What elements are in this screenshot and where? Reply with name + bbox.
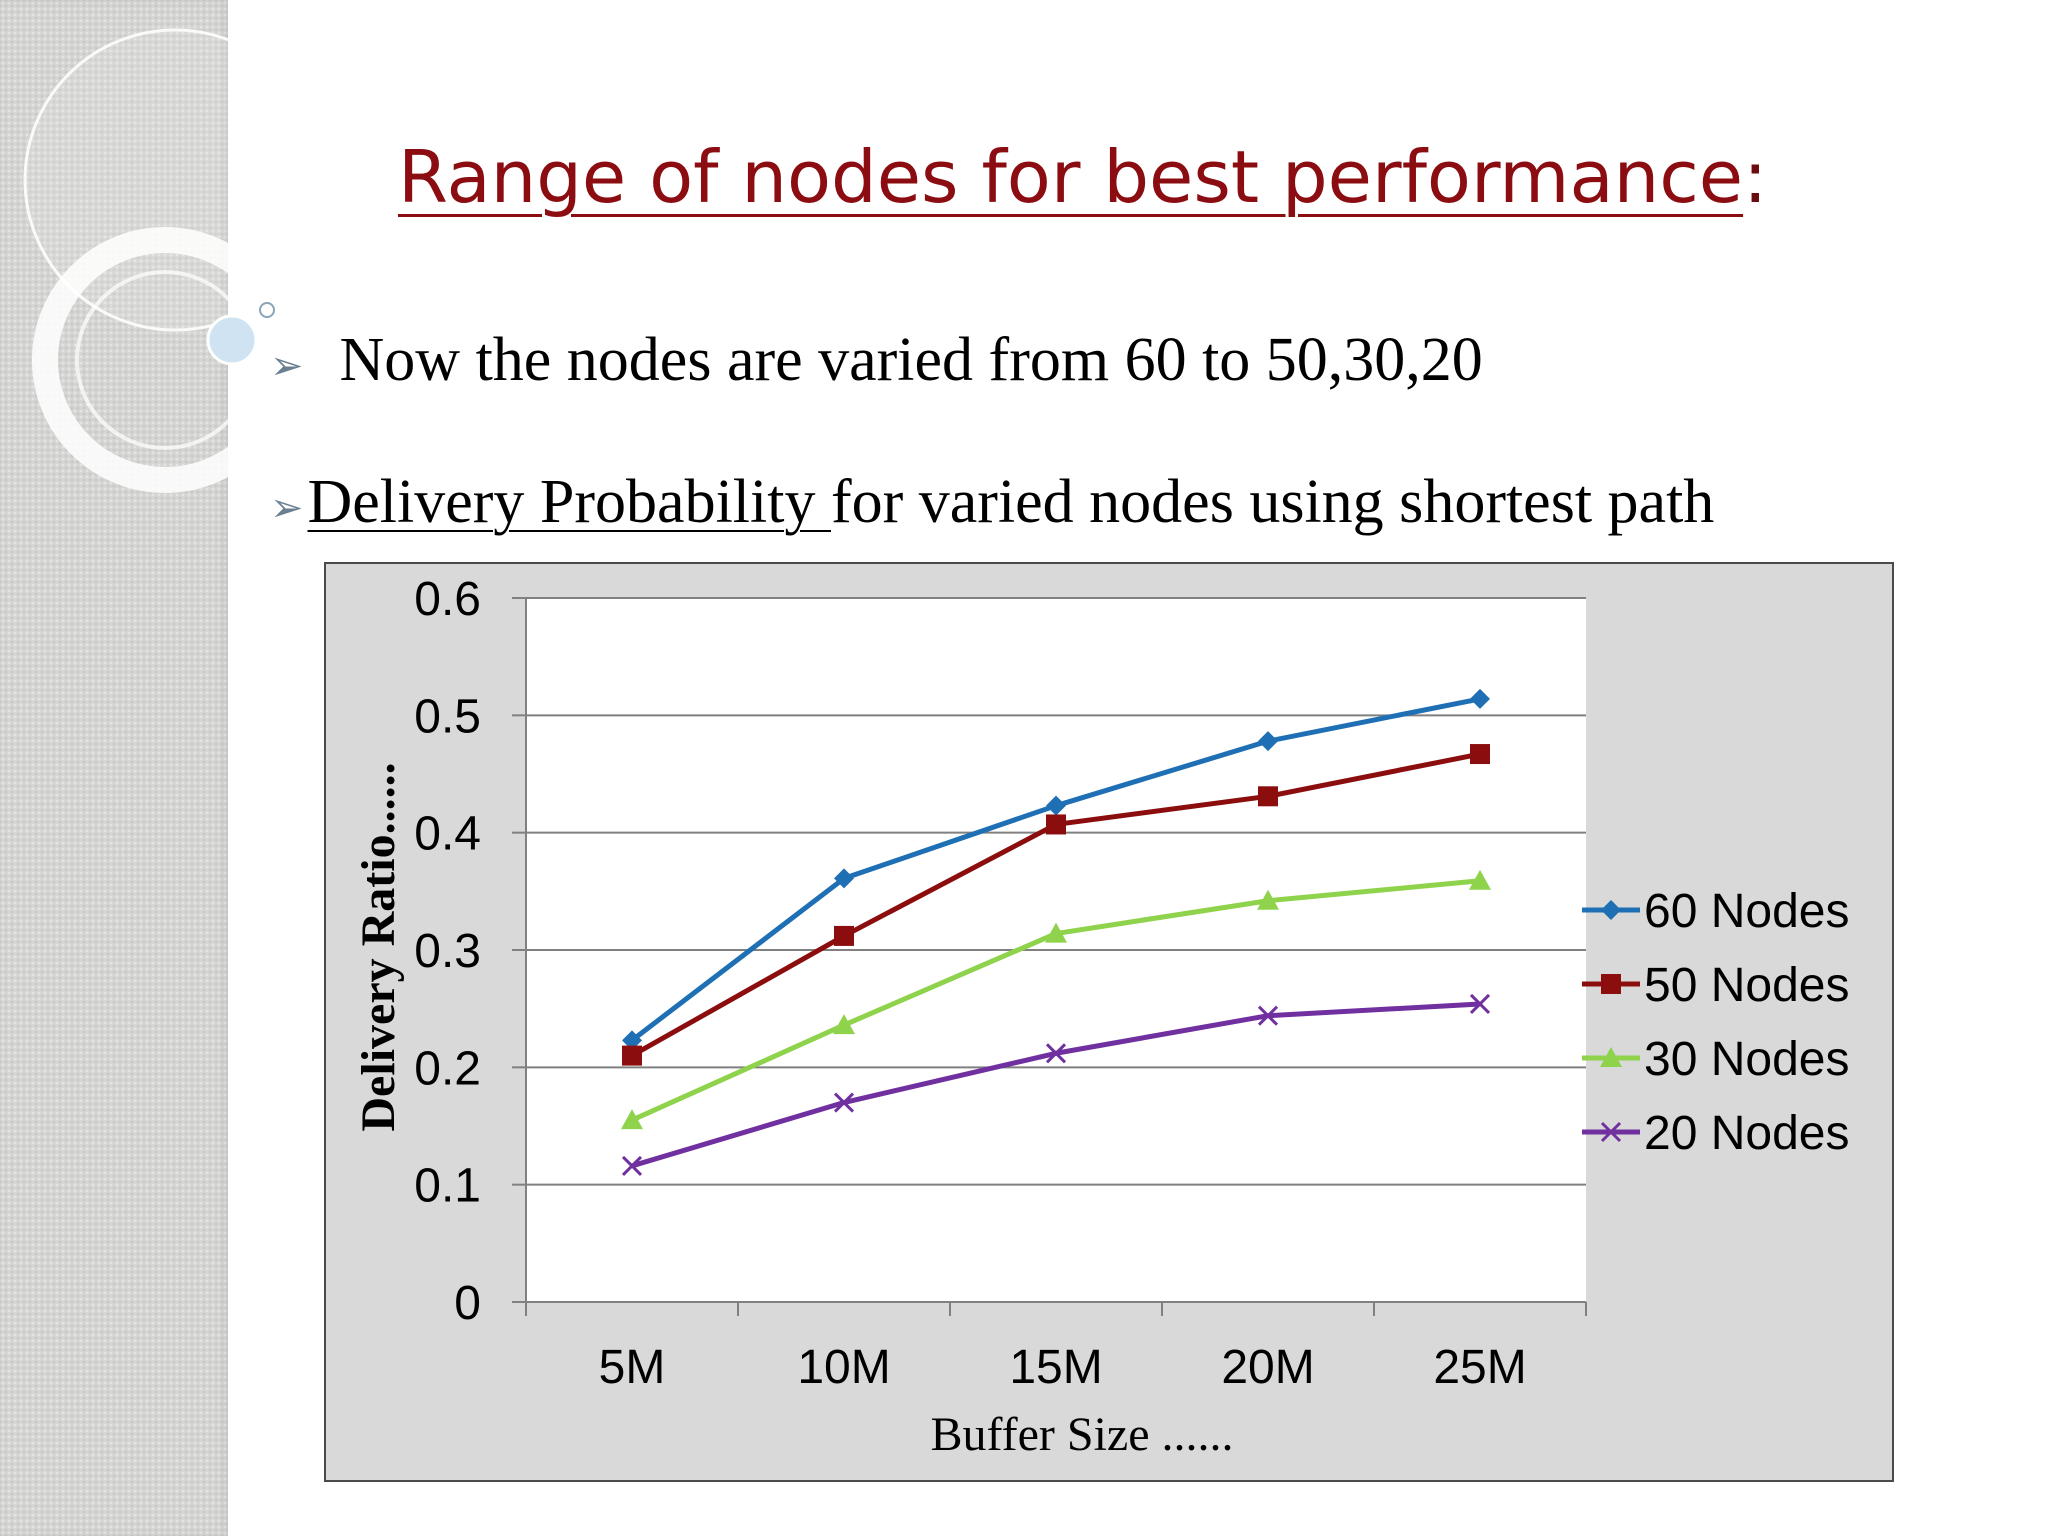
legend-label: 60 Nodes (1644, 885, 1849, 938)
data-point-triangle (621, 1109, 643, 1130)
bullet-delivery-probability-underlined: Delivery Probability (307, 468, 831, 536)
data-point-x-stroke (1469, 993, 1491, 1015)
legend-label: 50 Nodes (1644, 959, 1849, 1012)
x-tick-label: 25M (1433, 1341, 1526, 1394)
data-point-square (1046, 814, 1066, 835)
y-axis-label: Delivery Ratio...... (352, 762, 405, 1131)
delivery-ratio-line-chart: 0 0.1 0.2 0.3 0.4 0.5 0.6 5M 10M 15M 20M 25M 60 No… (352, 573, 1849, 1461)
data-point-x (1600, 1121, 1622, 1143)
data-point-square (1258, 786, 1278, 807)
data-point-diamond (1258, 731, 1278, 752)
data-point-x (833, 1092, 855, 1113)
series-20-nodes (621, 993, 1491, 1176)
slide-title-text: Range of nodes for best performance (398, 135, 1744, 219)
data-point-x-stroke (1600, 1121, 1622, 1143)
y-tick-label: 0.4 (414, 808, 481, 861)
y-tick-label: 0.1 (414, 1160, 481, 1213)
bullet-nodes-varied-text: Now the nodes are varied from 60 to 50,3… (339, 326, 1483, 394)
legend-entry: 60 Nodes (1582, 885, 1849, 938)
legend-entry: 20 Nodes (1582, 1107, 1849, 1160)
legend-label: 20 Nodes (1644, 1107, 1849, 1160)
x-tick-label: 15M (1009, 1341, 1102, 1394)
legend: 60 Nodes 50 Nodes 30 Nodes 20 Nodes (1582, 885, 1849, 1160)
bullet-arrow-icon: ➢ (270, 342, 304, 388)
data-point-triangle (1469, 869, 1491, 890)
bullet-arrow-icon: ➢ (270, 484, 304, 530)
data-point-square (1470, 744, 1490, 765)
data-point-triangle (1045, 922, 1067, 943)
data-point-x (1257, 1005, 1279, 1026)
series-60-nodes (622, 688, 1490, 1051)
data-point-diamond (834, 868, 854, 889)
data-point-diamond (1046, 795, 1066, 816)
bullet-delivery-probability-text: for varied nodes using shortest path (830, 468, 1715, 536)
bullet-nodes-varied: ➢ Now the nodes are varied from 60 to 50,… (270, 324, 1483, 402)
x-tick-label: 5M (599, 1341, 666, 1394)
legend-entry: 30 Nodes (1582, 1033, 1849, 1086)
x-tick-label: 20M (1221, 1341, 1314, 1394)
slide-title: Range of nodes for best performance: (398, 132, 1818, 222)
y-tick-label: 0 (454, 1277, 481, 1330)
x-axis-label: Buffer Size ...... (930, 1408, 1233, 1461)
legend-entry: 50 Nodes (1582, 959, 1849, 1012)
legend-label: 30 Nodes (1644, 1033, 1849, 1086)
bullet-delivery-probability: ➢Delivery Probability for varied nodes u… (270, 466, 1714, 544)
data-point-triangle (1600, 1047, 1622, 1067)
y-tick-label: 0.5 (414, 690, 481, 743)
data-point-triangle (1257, 889, 1279, 910)
y-tick-label: 0.2 (414, 1042, 481, 1095)
gridlines (526, 597, 1586, 1186)
data-point-triangle (833, 1014, 855, 1035)
x-tick-label: 10M (797, 1341, 890, 1394)
data-point-x-stroke (1045, 1043, 1067, 1064)
data-point-diamond (1601, 900, 1621, 920)
slide-title-colon: : (1743, 135, 1768, 219)
series-50-nodes (622, 744, 1490, 1066)
y-tick-labels: 0 0.1 0.2 0.3 0.4 0.5 0.6 (414, 573, 481, 1330)
data-point-x-stroke (621, 1155, 643, 1176)
data-point-square (1601, 974, 1621, 994)
decorative-circles (23, 28, 327, 493)
y-tick-label: 0.3 (414, 925, 481, 978)
data-point-square (834, 925, 854, 946)
data-point-x (1045, 1043, 1067, 1064)
series-30-nodes (621, 869, 1491, 1130)
data-point-x-stroke (833, 1092, 855, 1113)
axes (512, 597, 1587, 1316)
data-point-diamond (1470, 688, 1490, 709)
data-point-x (621, 1155, 643, 1176)
data-point-diamond (622, 1030, 642, 1051)
y-tick-label: 0.6 (414, 573, 481, 626)
data-point-square (622, 1045, 642, 1066)
data-point-x (1469, 993, 1491, 1015)
x-tick-labels: 5M 10M 15M 20M 25M (599, 1341, 1527, 1394)
series-lines (621, 688, 1491, 1176)
data-point-x-stroke (1257, 1005, 1279, 1026)
